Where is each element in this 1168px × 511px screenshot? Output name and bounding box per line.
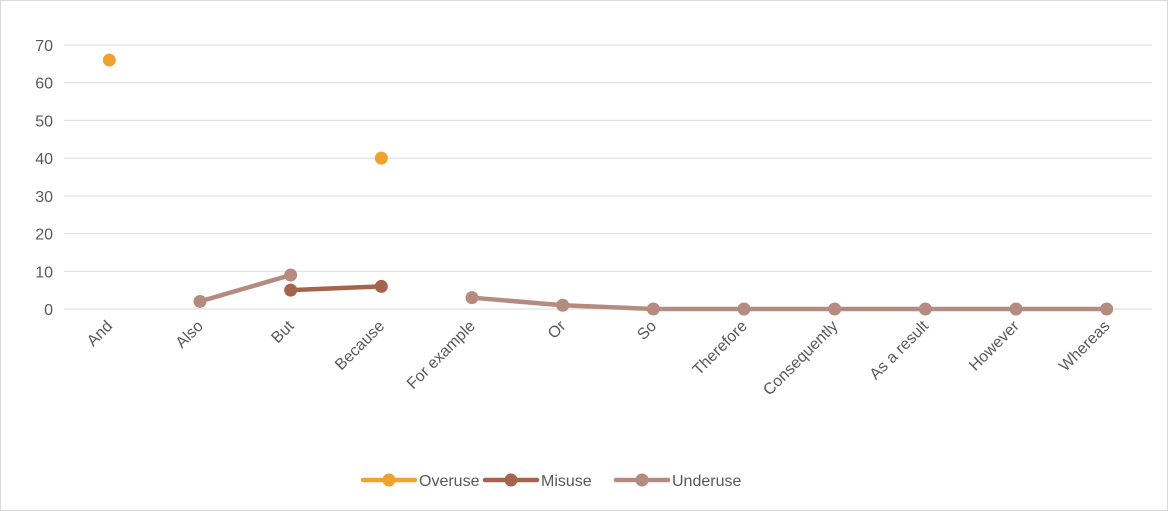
legend-label-underuse: Underuse xyxy=(672,473,741,490)
series-misuse xyxy=(284,279,388,297)
x-tick-label: Or xyxy=(545,317,570,342)
legend-item-underuse: Underuse xyxy=(613,473,741,490)
data-point-underuse xyxy=(646,302,660,316)
y-tick-label: 50 xyxy=(35,113,53,130)
x-tick-label: Consequently xyxy=(760,318,841,399)
data-point-underuse xyxy=(284,268,298,282)
legend-marker-underuse xyxy=(635,473,649,487)
y-tick-label: 30 xyxy=(35,189,53,206)
data-point-misuse xyxy=(284,283,298,297)
data-point-overuse xyxy=(374,151,388,165)
y-axis-ticks: 0 10 20 30 40 50 60 70 xyxy=(35,38,53,319)
y-tick-label: 40 xyxy=(35,151,53,168)
x-tick-label: As a result xyxy=(867,317,933,383)
series-layer xyxy=(102,53,1114,316)
data-point-underuse xyxy=(465,291,479,305)
y-tick-label: 60 xyxy=(35,76,53,93)
data-point-underuse xyxy=(737,302,751,316)
legend-item-misuse: Misuse xyxy=(482,473,592,490)
data-point-underuse xyxy=(828,302,842,316)
data-point-underuse xyxy=(556,298,570,312)
legend-label-misuse: Misuse xyxy=(541,473,592,490)
data-point-misuse xyxy=(374,279,388,293)
x-tick-label: Also xyxy=(173,318,207,352)
x-tick-label: For example xyxy=(404,318,479,393)
data-point-underuse xyxy=(1100,302,1114,316)
y-tick-label: 70 xyxy=(35,38,53,55)
x-tick-label: And xyxy=(84,318,116,350)
series-underuse xyxy=(193,268,1114,316)
data-point-underuse xyxy=(193,294,207,308)
legend-label-overuse: Overuse xyxy=(419,473,480,490)
series-line-underuse xyxy=(197,272,293,304)
legend: Overuse Misuse Underuse xyxy=(360,473,741,490)
series-overuse xyxy=(102,53,388,165)
x-axis-ticks: And Also But Because For example Or So Therefor… xyxy=(84,317,1113,399)
series-line-underuse xyxy=(469,295,1109,312)
legend-item-overuse: Overuse xyxy=(360,473,480,490)
legend-marker-misuse xyxy=(504,473,518,487)
series-line-misuse xyxy=(288,284,384,293)
x-tick-label: Whereas xyxy=(1056,318,1113,375)
x-tick-label: Because xyxy=(332,318,388,374)
y-tick-label: 20 xyxy=(35,227,53,244)
x-tick-label: However xyxy=(966,317,1023,374)
data-point-underuse xyxy=(1009,302,1023,316)
legend-marker-overuse xyxy=(382,473,396,487)
data-point-underuse xyxy=(918,302,932,316)
x-tick-label: Therefore xyxy=(690,318,751,379)
gridlines xyxy=(64,44,1152,310)
y-tick-label: 10 xyxy=(35,264,53,281)
x-tick-label: But xyxy=(268,317,297,346)
y-tick-label: 0 xyxy=(44,302,53,319)
data-point-overuse xyxy=(102,53,116,67)
x-tick-label: So xyxy=(634,318,660,344)
